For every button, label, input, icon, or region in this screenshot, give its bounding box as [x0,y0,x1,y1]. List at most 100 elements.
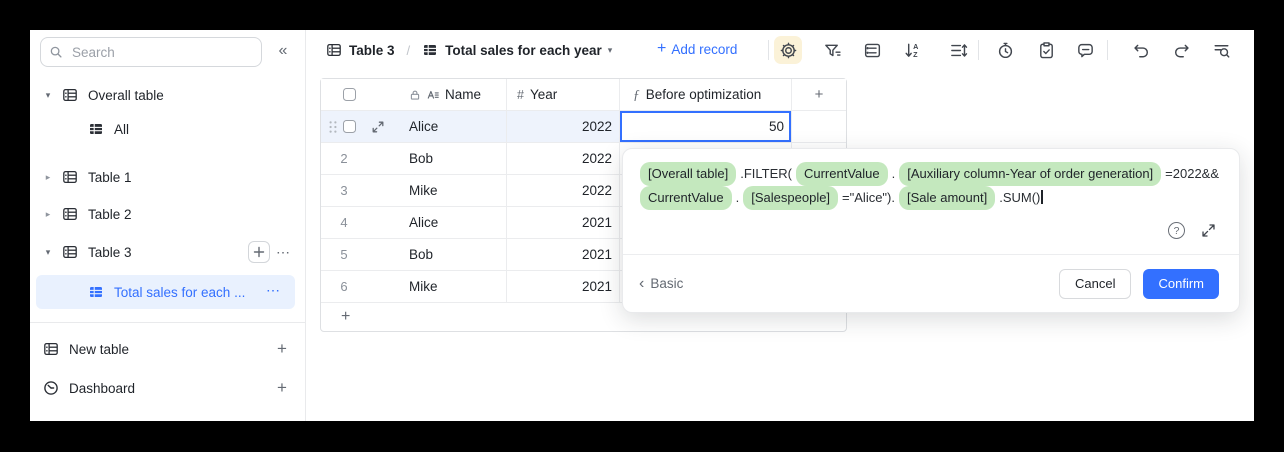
back-link-label: Basic [650,276,684,291]
formula-token-text: . [735,190,740,205]
row-checkbox[interactable] [343,120,356,133]
undo-button[interactable] [1127,36,1155,64]
select-all-checkbox[interactable] [343,88,356,101]
plus-icon: + [657,40,667,57]
form-button[interactable] [1032,36,1060,64]
breadcrumb-separator: / [406,42,411,58]
add-row-button[interactable]: + [321,303,846,331]
chevron-right-icon[interactable]: ▸ [45,208,51,219]
row-number: 2 [340,151,348,166]
automation-button[interactable] [991,36,1019,64]
chevron-down-icon[interactable]: ▾ [607,44,613,55]
formula-token-field[interactable]: CurrentValue [795,162,888,186]
cell-year[interactable]: 2021 [506,239,619,270]
column-header-label[interactable]: Name [445,87,482,102]
chevron-right-icon[interactable]: ▸ [45,171,51,182]
formula-token-field[interactable]: [Salespeople] [743,186,839,210]
formula-token-text: . [891,166,896,181]
selected-cell[interactable]: 50 [619,111,791,142]
confirm-button[interactable]: Confirm [1143,268,1219,299]
fields-button[interactable] [858,36,886,64]
row-primary-cell[interactable]: 4 Alice [321,207,506,238]
sidebar-collapse-icon[interactable]: « [278,42,288,59]
formula-token-field[interactable]: [Sale amount] [899,186,996,210]
expand-record-icon[interactable] [371,120,385,134]
search-box[interactable] [40,37,262,67]
toolbar-divider [1107,40,1108,60]
expand-editor-icon[interactable] [1200,222,1217,239]
sidebar-item-table-3[interactable]: ▾ Table 3 ⋯ [30,237,306,267]
grid-header-year[interactable]: # Year [506,79,619,110]
redo-icon [1172,41,1191,60]
formula-token-field[interactable]: CurrentValue [640,186,732,210]
more-icon[interactable]: ⋯ [266,281,281,298]
sidebar-item-overall-table[interactable]: ▾ Overall table [30,80,306,110]
table-view-icon [88,121,104,137]
sidebar-item-label: Table 1 [88,169,132,185]
search-list-icon [1212,41,1231,60]
svg-text:A: A [913,42,919,51]
undo-icon [1132,41,1151,60]
table-view-icon [422,42,438,58]
table-view-icon [88,284,104,300]
text-cursor [1041,190,1043,204]
formula-token-field[interactable]: [Overall table] [640,162,737,186]
breadcrumb-table[interactable]: Table 3 [349,42,395,58]
back-to-basic-link[interactable]: ‹ Basic [639,275,684,292]
grid-header-formula[interactable]: ƒ Before optimization [619,79,791,110]
plus-icon[interactable]: + [277,339,287,358]
more-icon[interactable]: ⋯ [276,243,291,260]
table-icon [62,244,78,260]
cell-name: Mike [409,279,438,294]
search-records-button[interactable] [1207,36,1235,64]
filter-button[interactable] [818,36,846,64]
row-primary-cell[interactable]: 5 Bob [321,239,506,270]
help-icon[interactable]: ? [1168,222,1185,239]
add-view-button[interactable] [248,241,270,263]
chevron-down-icon[interactable]: ▾ [45,246,51,257]
formula-token-text: .FILTER( [740,166,792,181]
gear-icon [779,41,798,60]
row-number: 5 [340,247,348,262]
row-number: 3 [340,183,348,198]
view-settings-button[interactable] [774,36,802,64]
plus-icon[interactable]: + [277,378,287,397]
breadcrumb-view[interactable]: Total sales for each year [445,42,602,58]
row-primary-cell[interactable]: 2 Bob [321,143,506,174]
cell-year[interactable]: 2021 [506,207,619,238]
cell-year[interactable]: 2022 [506,175,619,206]
row-primary-cell[interactable]: 6 Mike [321,271,506,302]
add-record-label: Add record [671,41,738,57]
sidebar-item-table-1[interactable]: ▸ Table 1 [30,162,306,192]
sidebar-item-label: Table 3 [88,244,132,260]
cell-year[interactable]: 2021 [506,271,619,302]
formula-token-field[interactable]: [Auxiliary column-Year of order generati… [899,162,1162,186]
sidebar-item-table-2[interactable]: ▸ Table 2 [30,199,306,229]
chevron-down-icon[interactable]: ▾ [45,89,51,100]
svg-text:Z: Z [913,50,918,59]
table-row[interactable]: Alice 2022 50 [321,111,846,143]
sidebar-item-new-table[interactable]: New table + [30,335,306,363]
redo-button[interactable] [1167,36,1195,64]
row-height-button[interactable] [944,36,972,64]
sidebar-item-dashboard[interactable]: Dashboard + [30,374,306,402]
sidebar-item-label: Dashboard [69,380,136,396]
formula-input[interactable]: [Overall table] .FILTER(CurrentValue. [Aux… [623,149,1239,210]
row-primary-cell[interactable]: Alice [321,111,506,142]
toolbar-divider [978,40,979,60]
sidebar-item-total-sales-view[interactable]: Total sales for each ... ⋯ [36,275,295,309]
cell-year[interactable]: 2022 [506,111,619,142]
row-primary-cell[interactable]: 3 Mike [321,175,506,206]
drag-handle-icon[interactable] [328,120,338,137]
add-field-button[interactable]: + [791,79,846,110]
comment-button[interactable] [1071,36,1099,64]
search-input[interactable] [70,43,220,61]
sidebar-item-label: Table 2 [88,206,132,222]
grid-header-row: Name # Year ƒ Before optimization + [321,79,846,111]
add-record-button[interactable]: + Add record [657,41,737,57]
sidebar-item-all-view[interactable]: All [30,114,306,144]
lock-icon [409,89,421,101]
cancel-button[interactable]: Cancel [1059,268,1132,299]
cell-year[interactable]: 2022 [506,143,619,174]
